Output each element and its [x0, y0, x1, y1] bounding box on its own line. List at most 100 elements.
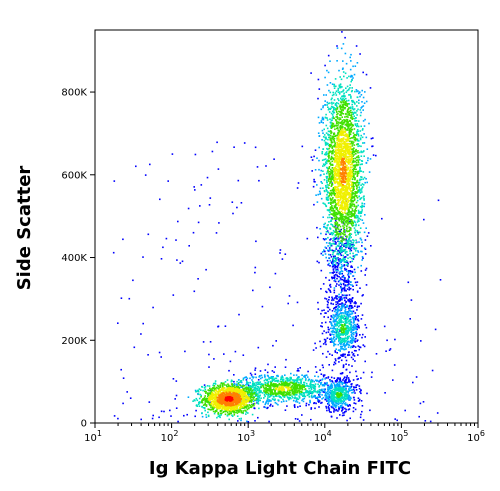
event-point	[333, 344, 335, 347]
event-point	[353, 320, 355, 322]
event-point	[242, 410, 245, 412]
event-point	[330, 387, 333, 389]
event-point	[294, 397, 296, 399]
event-point	[330, 223, 332, 226]
event-point	[342, 412, 344, 414]
event-point	[291, 385, 293, 388]
event-point	[356, 138, 359, 141]
event-point	[330, 220, 333, 222]
event-point	[352, 157, 355, 160]
event-point	[370, 245, 372, 247]
event-point	[291, 388, 294, 391]
event-point	[331, 213, 334, 216]
event-point	[354, 312, 357, 314]
event-point	[292, 399, 295, 402]
event-point	[293, 380, 296, 383]
event-point	[170, 415, 172, 417]
event-point	[331, 124, 333, 127]
event-point	[284, 374, 286, 376]
event-point	[352, 184, 354, 186]
event-point	[267, 406, 269, 409]
event-point	[357, 125, 360, 128]
event-point	[324, 64, 326, 67]
event-point	[345, 404, 347, 406]
event-point	[338, 284, 340, 286]
event-point	[122, 377, 125, 379]
event-point	[385, 350, 387, 352]
event-point	[269, 405, 271, 407]
event-point	[342, 317, 344, 319]
event-point	[339, 286, 342, 288]
event-point	[349, 68, 352, 71]
event-point	[349, 341, 351, 344]
event-point	[335, 90, 338, 92]
event-point	[308, 390, 311, 392]
event-point	[350, 122, 353, 124]
event-point	[261, 376, 264, 379]
event-point	[344, 280, 346, 282]
event-point	[346, 250, 348, 253]
event-point	[361, 410, 363, 413]
event-point	[209, 387, 211, 390]
event-point	[332, 392, 335, 394]
event-point	[347, 377, 350, 379]
event-point	[325, 356, 328, 358]
event-point	[310, 388, 313, 391]
event-point	[333, 271, 336, 273]
event-point	[333, 280, 336, 282]
event-point	[358, 220, 360, 222]
event-point	[332, 396, 334, 399]
event-point	[363, 199, 365, 201]
event-point	[356, 309, 358, 311]
event-point	[256, 389, 259, 392]
event-point	[269, 286, 271, 289]
event-point	[337, 224, 339, 227]
event-point	[326, 175, 328, 178]
event-point	[333, 236, 335, 239]
event-point	[337, 233, 340, 235]
event-point	[324, 312, 326, 314]
event-point	[326, 172, 328, 175]
event-point	[347, 337, 349, 339]
event-point	[252, 384, 254, 387]
event-point	[215, 232, 218, 234]
event-point	[332, 407, 335, 409]
event-point	[334, 213, 337, 216]
event-point	[274, 401, 277, 404]
event-point	[348, 283, 350, 285]
event-point	[350, 389, 352, 392]
event-point	[332, 189, 334, 192]
event-point	[329, 189, 332, 192]
event-point	[355, 334, 358, 336]
event-point	[347, 346, 350, 348]
event-point	[295, 385, 297, 387]
event-point	[331, 272, 333, 274]
event-point	[341, 314, 343, 317]
event-point	[356, 253, 358, 256]
event-point	[331, 191, 333, 194]
event-point	[340, 392, 343, 395]
event-point	[337, 123, 340, 125]
event-point	[337, 269, 339, 272]
event-point	[338, 402, 340, 404]
event-point	[117, 417, 119, 420]
event-point	[370, 137, 373, 140]
event-point	[343, 414, 345, 416]
event-point	[350, 385, 353, 388]
event-point	[365, 227, 367, 229]
event-point	[347, 125, 349, 127]
event-point	[351, 103, 353, 106]
event-point	[361, 336, 363, 339]
event-point	[332, 197, 334, 199]
event-point	[277, 393, 279, 395]
event-point	[350, 356, 353, 359]
event-point	[340, 404, 343, 407]
event-point	[327, 405, 330, 408]
event-point	[205, 390, 207, 393]
event-point	[333, 83, 336, 86]
event-point	[242, 411, 244, 414]
event-point	[359, 109, 362, 111]
event-point	[255, 382, 257, 384]
event-point	[281, 384, 283, 386]
event-point	[353, 317, 355, 320]
